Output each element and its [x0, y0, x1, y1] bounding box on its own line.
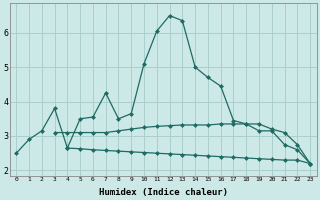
X-axis label: Humidex (Indice chaleur): Humidex (Indice chaleur) — [99, 188, 228, 197]
